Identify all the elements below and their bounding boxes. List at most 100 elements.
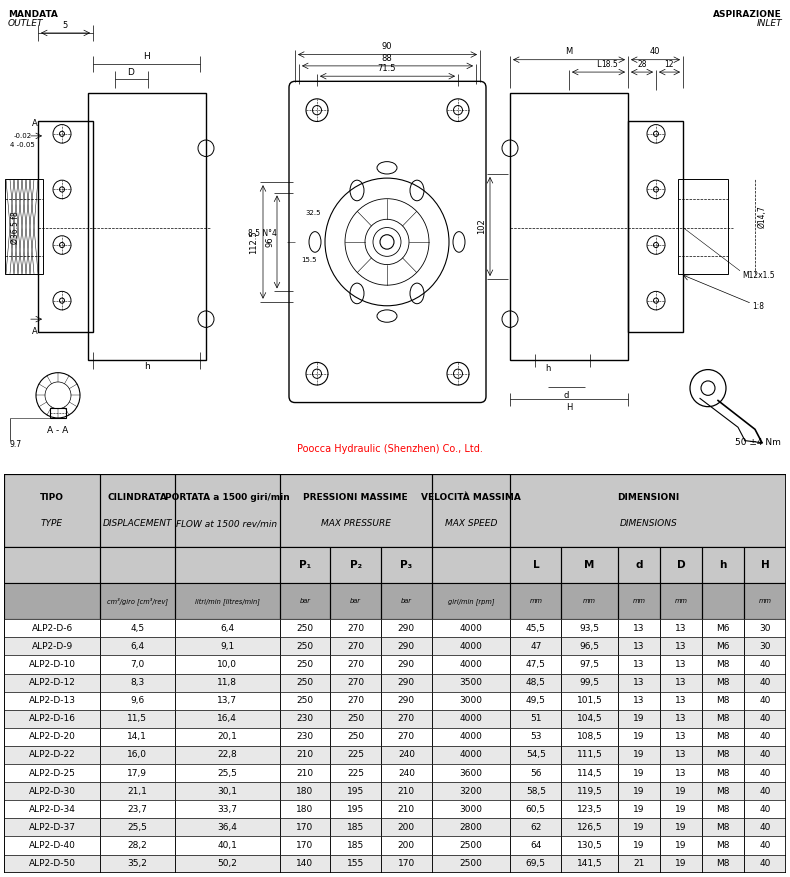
Bar (175, 782, 280, 800)
Bar (618, 837, 660, 854)
Bar (100, 854, 175, 873)
Text: 20,1: 20,1 (217, 732, 237, 741)
Bar (561, 728, 618, 746)
Bar (175, 692, 280, 709)
Text: 19: 19 (634, 787, 645, 795)
Bar (702, 800, 744, 818)
Text: bar: bar (350, 598, 361, 604)
Text: L: L (532, 560, 539, 570)
Text: 200: 200 (398, 823, 415, 832)
Text: DISPLACEMENT: DISPLACEMENT (103, 519, 172, 528)
Text: 13: 13 (634, 624, 645, 633)
Bar (510, 709, 561, 728)
Text: 32.5: 32.5 (305, 210, 321, 216)
Text: 19: 19 (675, 805, 687, 814)
Text: 40: 40 (759, 696, 771, 705)
Bar (744, 692, 786, 709)
Bar (618, 583, 660, 619)
Bar (280, 728, 330, 746)
Bar (4, 547, 100, 583)
Bar (660, 655, 702, 674)
Text: 270: 270 (398, 732, 415, 741)
Text: 30: 30 (759, 624, 771, 633)
Bar (100, 655, 175, 674)
Text: M12x1.5: M12x1.5 (742, 271, 775, 281)
Bar (510, 746, 561, 764)
Bar (618, 674, 660, 692)
Text: 4,5: 4,5 (130, 624, 145, 633)
Bar (702, 764, 744, 782)
Bar (100, 583, 175, 619)
Bar (510, 764, 561, 782)
Bar (618, 709, 660, 728)
Text: 9.7: 9.7 (10, 440, 22, 449)
Text: A - A: A - A (47, 426, 69, 435)
Bar (432, 674, 510, 692)
Bar (432, 619, 510, 638)
Bar (100, 837, 175, 854)
Bar (280, 547, 330, 583)
Text: 22,8: 22,8 (217, 751, 237, 759)
Text: 104,5: 104,5 (577, 714, 603, 724)
Text: 40,1: 40,1 (217, 841, 237, 850)
Text: 13: 13 (675, 660, 687, 669)
Bar (4, 746, 100, 764)
Bar (330, 619, 381, 638)
Bar (432, 547, 510, 583)
Bar (702, 728, 744, 746)
Bar (432, 709, 510, 728)
Text: TYPE: TYPE (41, 519, 63, 528)
Bar (561, 709, 618, 728)
Text: 36,4: 36,4 (217, 823, 237, 832)
Text: Ø14,7: Ø14,7 (758, 205, 766, 227)
Text: 58,5: 58,5 (526, 787, 546, 795)
Text: 290: 290 (398, 678, 415, 687)
Text: 8,3: 8,3 (130, 678, 145, 687)
Text: M8: M8 (717, 805, 730, 814)
Bar (702, 638, 744, 655)
Text: 114,5: 114,5 (577, 768, 603, 778)
Bar (4, 837, 100, 854)
Text: 270: 270 (347, 624, 364, 633)
Text: 2800: 2800 (460, 823, 483, 832)
Text: h: h (720, 560, 727, 570)
Text: 4000: 4000 (460, 660, 483, 669)
Text: M8: M8 (717, 768, 730, 778)
Bar (4, 619, 100, 638)
Text: 270: 270 (347, 660, 364, 669)
Bar (660, 709, 702, 728)
Bar (381, 818, 432, 837)
Bar (744, 764, 786, 782)
Bar (4, 782, 786, 800)
Bar (100, 800, 175, 818)
Bar (561, 854, 618, 873)
Text: 53: 53 (530, 732, 542, 741)
Text: 17,9: 17,9 (127, 768, 148, 778)
Bar (330, 692, 381, 709)
Bar (744, 619, 786, 638)
Bar (510, 818, 561, 837)
Text: h: h (144, 362, 150, 371)
Bar (330, 674, 381, 692)
Bar (4, 674, 100, 692)
Bar (618, 764, 660, 782)
Bar (4, 854, 786, 873)
Text: 71.5: 71.5 (378, 65, 397, 74)
Text: mm: mm (758, 598, 772, 604)
Text: DIMENSIONS: DIMENSIONS (619, 519, 677, 528)
Bar (561, 764, 618, 782)
Bar (744, 818, 786, 837)
Text: 40: 40 (759, 732, 771, 741)
Text: 10,0: 10,0 (217, 660, 237, 669)
Text: 240: 240 (398, 751, 415, 759)
Text: 210: 210 (398, 787, 415, 795)
Text: 2500: 2500 (460, 859, 483, 868)
Bar (618, 728, 660, 746)
Text: 3600: 3600 (460, 768, 483, 778)
Bar (618, 818, 660, 837)
Text: 225: 225 (347, 751, 364, 759)
Bar (510, 638, 561, 655)
Bar (618, 547, 660, 583)
Text: 13: 13 (675, 696, 687, 705)
Bar (702, 837, 744, 854)
